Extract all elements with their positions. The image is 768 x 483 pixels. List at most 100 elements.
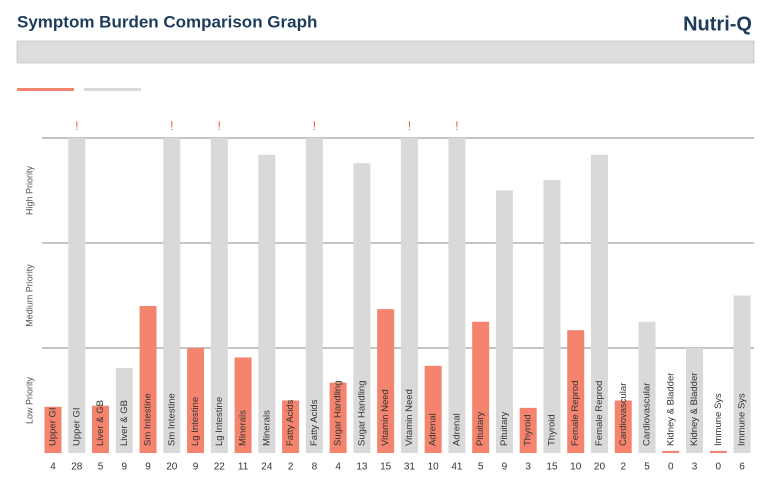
score-label: 13 <box>356 462 368 473</box>
score-label: 11 <box>238 462 249 473</box>
score-label: 2 <box>620 462 626 473</box>
y-tick-label: Low Priority <box>24 376 34 424</box>
bar-label: Fatty Acids <box>309 399 320 446</box>
bar-label: Upper GI <box>71 407 82 446</box>
bar <box>495 190 513 453</box>
score-label: 0 <box>715 462 721 473</box>
score-label: 20 <box>166 462 178 473</box>
bar <box>543 180 561 453</box>
bar-label: Sm Intestine <box>166 393 177 446</box>
bar <box>686 348 704 453</box>
bar <box>139 306 157 453</box>
score-label: 5 <box>98 462 104 473</box>
bar-label: Adrenal <box>451 413 462 446</box>
score-label: 9 <box>145 462 151 473</box>
bar-label: Pituitary <box>499 411 510 446</box>
bar-label: Female Reprod <box>570 381 581 446</box>
score-label: 20 <box>594 462 606 473</box>
bar <box>448 138 466 453</box>
bar-label: Immune Sys <box>713 393 724 446</box>
score-label: 31 <box>404 462 416 473</box>
bar-label: Vitamin Need <box>380 389 391 446</box>
bar <box>282 400 300 453</box>
bar <box>567 330 585 453</box>
score-label: 3 <box>692 462 698 473</box>
score-label: 4 <box>50 462 56 473</box>
bar <box>709 450 727 453</box>
bar <box>163 138 181 453</box>
score-label: 9 <box>502 462 508 473</box>
bar-label: Thyroid <box>546 414 557 446</box>
bar <box>210 138 228 453</box>
score-label: 5 <box>478 462 484 473</box>
bar <box>638 321 656 453</box>
score-label: 10 <box>428 462 440 473</box>
score-label: 4 <box>335 462 341 473</box>
score-label: 9 <box>121 462 127 473</box>
bar-label: Pituitary <box>475 411 486 446</box>
bar-label: Minerals <box>261 410 272 446</box>
bar-label: Lg Intestine <box>190 397 201 446</box>
bar <box>614 400 632 453</box>
bar <box>329 382 347 453</box>
bar-label: Adrenal <box>428 413 439 446</box>
brand: Nutri-Q <box>683 13 752 35</box>
bar <box>92 405 110 453</box>
bar-label: Sm Intestine <box>143 393 154 446</box>
bar-label: Liver & GB <box>119 400 130 446</box>
bar <box>733 295 751 453</box>
bar-label: Liver & GB <box>95 400 106 446</box>
bar <box>68 138 86 453</box>
score-label: 6 <box>739 462 745 473</box>
bar-label: Sugar Handling <box>333 381 344 447</box>
score-label: 2 <box>288 462 294 473</box>
legend-swatch <box>17 88 74 91</box>
bar <box>44 406 62 453</box>
bar-label: Immune Sys <box>737 393 748 446</box>
bar <box>187 348 205 453</box>
bar-label: Upper GI <box>48 407 59 446</box>
score-label: 0 <box>668 462 674 473</box>
alert-marker: ! <box>455 119 458 133</box>
y-tick-label: Medium Priority <box>24 264 34 327</box>
bar <box>258 154 276 454</box>
score-label: 15 <box>380 462 392 473</box>
legend-swatch <box>84 88 141 91</box>
score-label: 3 <box>525 462 531 473</box>
bar <box>424 365 442 453</box>
bar <box>305 138 323 453</box>
score-label: 15 <box>546 462 558 473</box>
bar-label: Lg Intestine <box>214 397 225 446</box>
bar <box>115 367 133 453</box>
alert-marker: ! <box>170 119 173 133</box>
bar-label: Cardiovascular <box>642 383 653 446</box>
bar <box>472 321 490 453</box>
alert-marker: ! <box>218 119 221 133</box>
bar <box>519 407 537 453</box>
score-label: 28 <box>71 462 83 473</box>
score-label: 41 <box>451 462 463 473</box>
alert-marker: ! <box>75 119 78 133</box>
bar <box>590 154 608 454</box>
bar-label: Fatty Acids <box>285 399 296 446</box>
score-label: 22 <box>214 462 226 473</box>
bar-label: Minerals <box>238 410 249 446</box>
score-label: 5 <box>644 462 650 473</box>
bar <box>400 138 418 453</box>
chart-title: Symptom Burden Comparison Graph <box>17 12 317 31</box>
score-label: 24 <box>261 462 273 473</box>
y-tick-label: High Priority <box>24 165 34 215</box>
bar <box>662 450 680 453</box>
bar <box>353 163 371 453</box>
bar <box>234 357 252 453</box>
score-label: 8 <box>312 462 318 473</box>
alert-marker: ! <box>313 119 316 133</box>
alert-marker: ! <box>408 119 411 133</box>
bar-label: Kidney & Bladder <box>689 373 700 446</box>
score-label: 9 <box>193 462 199 473</box>
bar-label: Kidney & Bladder <box>665 373 676 446</box>
bar-label: Cardiovascular <box>618 383 629 446</box>
header-band <box>16 40 755 64</box>
